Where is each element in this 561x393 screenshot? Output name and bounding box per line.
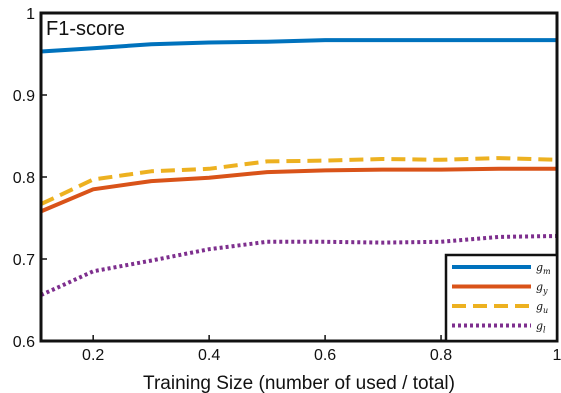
chart-title: F1-score xyxy=(46,18,125,40)
legend-label-g-y: gy xyxy=(536,281,548,296)
y-tick-label: 0.9 xyxy=(13,88,35,105)
y-tick-label: 0.7 xyxy=(13,252,35,269)
series-line-g-m xyxy=(40,38,557,54)
legend: gm gy gu gl xyxy=(444,253,559,343)
series-line-g-u xyxy=(40,156,558,206)
x-tick-label: 0.6 xyxy=(314,347,336,364)
x-tick-label: 0.2 xyxy=(82,347,104,364)
legend-label-g-m: gm xyxy=(536,261,551,276)
x-tick-label: 0.8 xyxy=(430,347,452,364)
y-tick-label: 1 xyxy=(26,6,35,23)
ticks-layer: 0.2 0.4 0.6 0.8 1 0.6 0.7 0.8 0.9 1 xyxy=(13,6,561,364)
legend-label-g-u: gu xyxy=(536,300,548,315)
series-line-g-y xyxy=(40,166,557,214)
x-tick-label: 1 xyxy=(553,347,561,364)
legend-label-g-l: gl xyxy=(536,320,546,335)
x-tick-label: 0.4 xyxy=(198,347,220,364)
y-tick-label: 0.8 xyxy=(13,170,35,187)
plot-frame xyxy=(39,11,559,343)
series-layer xyxy=(40,38,558,297)
series-line-g-l xyxy=(40,234,558,297)
y-tick-label: 0.6 xyxy=(13,334,35,351)
x-axis-title: Training Size (number of used / total) xyxy=(143,373,455,393)
